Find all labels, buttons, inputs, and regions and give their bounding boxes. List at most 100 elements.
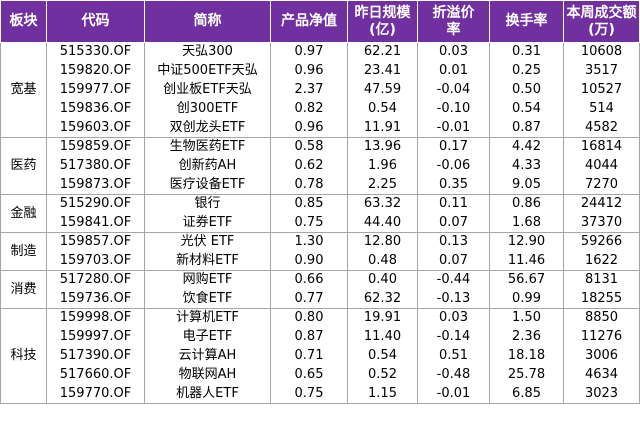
name-cell: 计算机ETF [144,308,271,328]
premium-cell: 0.07 [417,213,490,233]
volume-cell: 10608 [563,42,640,62]
code-cell: 159873.OF [46,175,145,195]
table-header-row: 板块 代码 简称 产品净值 昨日规模 (亿) 折溢价 率 换手率 本周成交额 (… [0,0,640,43]
name-cell: 创300ETF [144,99,271,119]
code-cell: 159977.OF [46,80,145,100]
sector-cell: 医药 [0,137,47,195]
premium-cell: -0.13 [417,289,490,309]
name-cell: 创新药AH [144,156,271,176]
turnover-cell: 0.31 [489,42,564,62]
premium-cell: 0.35 [417,175,490,195]
premium-cell: -0.04 [417,80,490,100]
scale-cell: 47.59 [347,80,418,100]
nav-cell: 1.30 [270,232,348,252]
table-row: 金融 515290.OF 银行 0.85 63.32 0.11 0.86 24412 [0,194,640,233]
nav-cell: 2.37 [270,80,348,100]
scale-cell: 0.54 [347,346,418,366]
nav-cell: 0.97 [270,42,348,62]
table-row: 159703.OF 新材料ETF 0.90 0.48 0.07 11.46 1622 [1,251,640,271]
code-cell: 159836.OF [46,99,145,119]
premium-cell: -0.48 [417,365,490,385]
table-row: 159736.OF 饮食ETF 0.77 62.32 -0.13 0.99 18255 [1,289,640,309]
etf-data-table: 板块 代码 简称 产品净值 昨日规模 (亿) 折溢价 率 换手率 本周成交额 (… [0,0,640,404]
premium-cell: 0.17 [417,137,490,157]
name-cell: 云计算AH [144,346,271,366]
turnover-cell: 0.25 [489,61,564,81]
code-cell: 517380.OF [46,156,145,176]
header-volume: 本周成交额 (万) [563,0,640,43]
code-cell: 515290.OF [46,194,145,214]
code-cell: 159603.OF [46,118,145,138]
premium-cell: -0.10 [417,99,490,119]
name-cell: 双创龙头ETF [144,118,271,138]
nav-cell: 0.66 [270,270,348,290]
sector-cell: 消费 [0,270,47,309]
volume-cell: 18255 [563,289,640,309]
turnover-cell: 4.33 [489,156,564,176]
nav-cell: 0.85 [270,194,348,214]
scale-cell: 1.15 [347,384,418,404]
table-row: 制造 159857.OF 光伏 ETF 1.30 12.80 0.13 12.90 59266 [0,232,640,271]
turnover-cell: 2.36 [489,327,564,347]
code-cell: 517660.OF [46,365,145,385]
volume-cell: 24412 [563,194,640,214]
turnover-cell: 11.46 [489,251,564,271]
table-row: 159977.OF 创业板ETF天弘 2.37 47.59 -0.04 0.50 10527 [1,80,640,100]
scale-cell: 1.96 [347,156,418,176]
nav-cell: 0.96 [270,61,348,81]
turnover-cell: 0.99 [489,289,564,309]
code-cell: 159820.OF [46,61,145,81]
code-cell: 159841.OF [46,213,145,233]
code-cell: 517280.OF [46,270,145,290]
header-scale: 昨日规模 (亿) [347,0,418,43]
nav-cell: 0.87 [270,327,348,347]
premium-cell: -0.06 [417,156,490,176]
volume-cell: 514 [563,99,640,119]
scale-cell: 2.25 [347,175,418,195]
table-row: 医药 159859.OF 生物医药ETF 0.58 13.96 0.17 4.42 16814 [0,137,640,195]
turnover-cell: 9.05 [489,175,564,195]
header-code: 代码 [46,0,145,43]
name-cell: 电子ETF [144,327,271,347]
turnover-cell: 18.18 [489,346,564,366]
scale-cell: 44.40 [347,213,418,233]
turnover-cell: 0.54 [489,99,564,119]
turnover-cell: 25.78 [489,365,564,385]
volume-cell: 8850 [563,308,640,328]
volume-cell: 16814 [563,137,640,157]
turnover-cell: 0.87 [489,118,564,138]
turnover-cell: 0.50 [489,80,564,100]
sector-cell: 金融 [0,194,47,233]
code-cell: 515330.OF [46,42,145,62]
table-row: 517390.OF 云计算AH 0.71 0.54 0.51 18.18 3006 [1,346,640,366]
name-cell: 创业板ETF天弘 [144,80,271,100]
code-cell: 159736.OF [46,289,145,309]
nav-cell: 0.65 [270,365,348,385]
table-row: 159841.OF 证券ETF 0.75 44.40 0.07 1.68 37370 [1,213,640,233]
table-row: 159770.OF 机器人ETF 0.75 1.15 -0.01 6.85 3023 [1,384,640,404]
code-cell: 517390.OF [46,346,145,366]
scale-cell: 23.41 [347,61,418,81]
premium-cell: 0.03 [417,42,490,62]
volume-cell: 4582 [563,118,640,138]
turnover-cell: 12.90 [489,232,564,252]
name-cell: 证券ETF [144,213,271,233]
name-cell: 饮食ETF [144,289,271,309]
name-cell: 物联网AH [144,365,271,385]
nav-cell: 0.77 [270,289,348,309]
scale-cell: 62.32 [347,289,418,309]
premium-cell: 0.01 [417,61,490,81]
name-cell: 光伏 ETF [144,232,271,252]
premium-cell: -0.01 [417,118,490,138]
table-body: 宽基 515330.OF 天弘300 0.97 62.21 0.03 0.31 10608 15… [0,42,640,404]
nav-cell: 0.58 [270,137,348,157]
premium-cell: 0.11 [417,194,490,214]
table-row: 159997.OF 电子ETF 0.87 11.40 -0.14 2.36 11276 [1,327,640,347]
nav-cell: 0.96 [270,118,348,138]
code-cell: 159857.OF [46,232,145,252]
turnover-cell: 0.86 [489,194,564,214]
nav-cell: 0.75 [270,213,348,233]
turnover-cell: 1.50 [489,308,564,328]
scale-cell: 63.32 [347,194,418,214]
turnover-cell: 4.42 [489,137,564,157]
